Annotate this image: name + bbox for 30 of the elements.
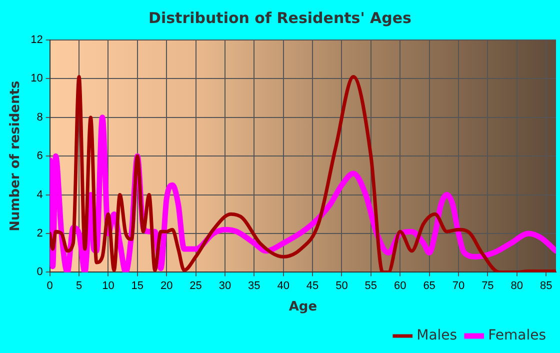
y-tick-label: 0 — [36, 266, 43, 278]
x-tick-label: 75 — [482, 280, 494, 292]
x-tick-label: 40 — [277, 280, 290, 292]
x-tick-label: 30 — [218, 280, 232, 292]
x-tick-label: 60 — [394, 280, 406, 292]
y-tick-label: 4 — [36, 188, 43, 201]
x-tick-label: 70 — [452, 280, 465, 292]
x-tick-label: 80 — [510, 280, 524, 292]
x-tick-label: 45 — [306, 280, 319, 292]
y-tick-label: 2 — [36, 228, 43, 240]
legend-label: Females — [488, 328, 546, 344]
x-tick-label: 55 — [364, 280, 378, 292]
y-tick-label: 6 — [36, 150, 43, 162]
x-tick-label: 15 — [131, 280, 144, 292]
x-tick-label: 5 — [76, 280, 82, 292]
chart-title: Distribution of Residents' Ages — [148, 8, 412, 27]
legend-label: Males — [416, 328, 458, 344]
x-axis-title: Age — [288, 300, 318, 315]
x-tick-label: 20 — [160, 280, 173, 292]
x-tick-label: 65 — [423, 280, 436, 292]
x-tick-label: 35 — [248, 280, 260, 292]
x-tick-label: 85 — [540, 280, 552, 292]
y-axis-title: Number of residents — [8, 80, 24, 232]
y-tick-label: 8 — [36, 111, 43, 124]
x-tick-label: 0 — [46, 280, 53, 292]
y-tick-label: 10 — [30, 72, 43, 85]
x-tick-label: 25 — [190, 280, 202, 292]
x-tick-label: 10 — [102, 280, 114, 292]
y-tick-label: 12 — [30, 34, 43, 46]
x-tick-label: 50 — [336, 280, 348, 292]
